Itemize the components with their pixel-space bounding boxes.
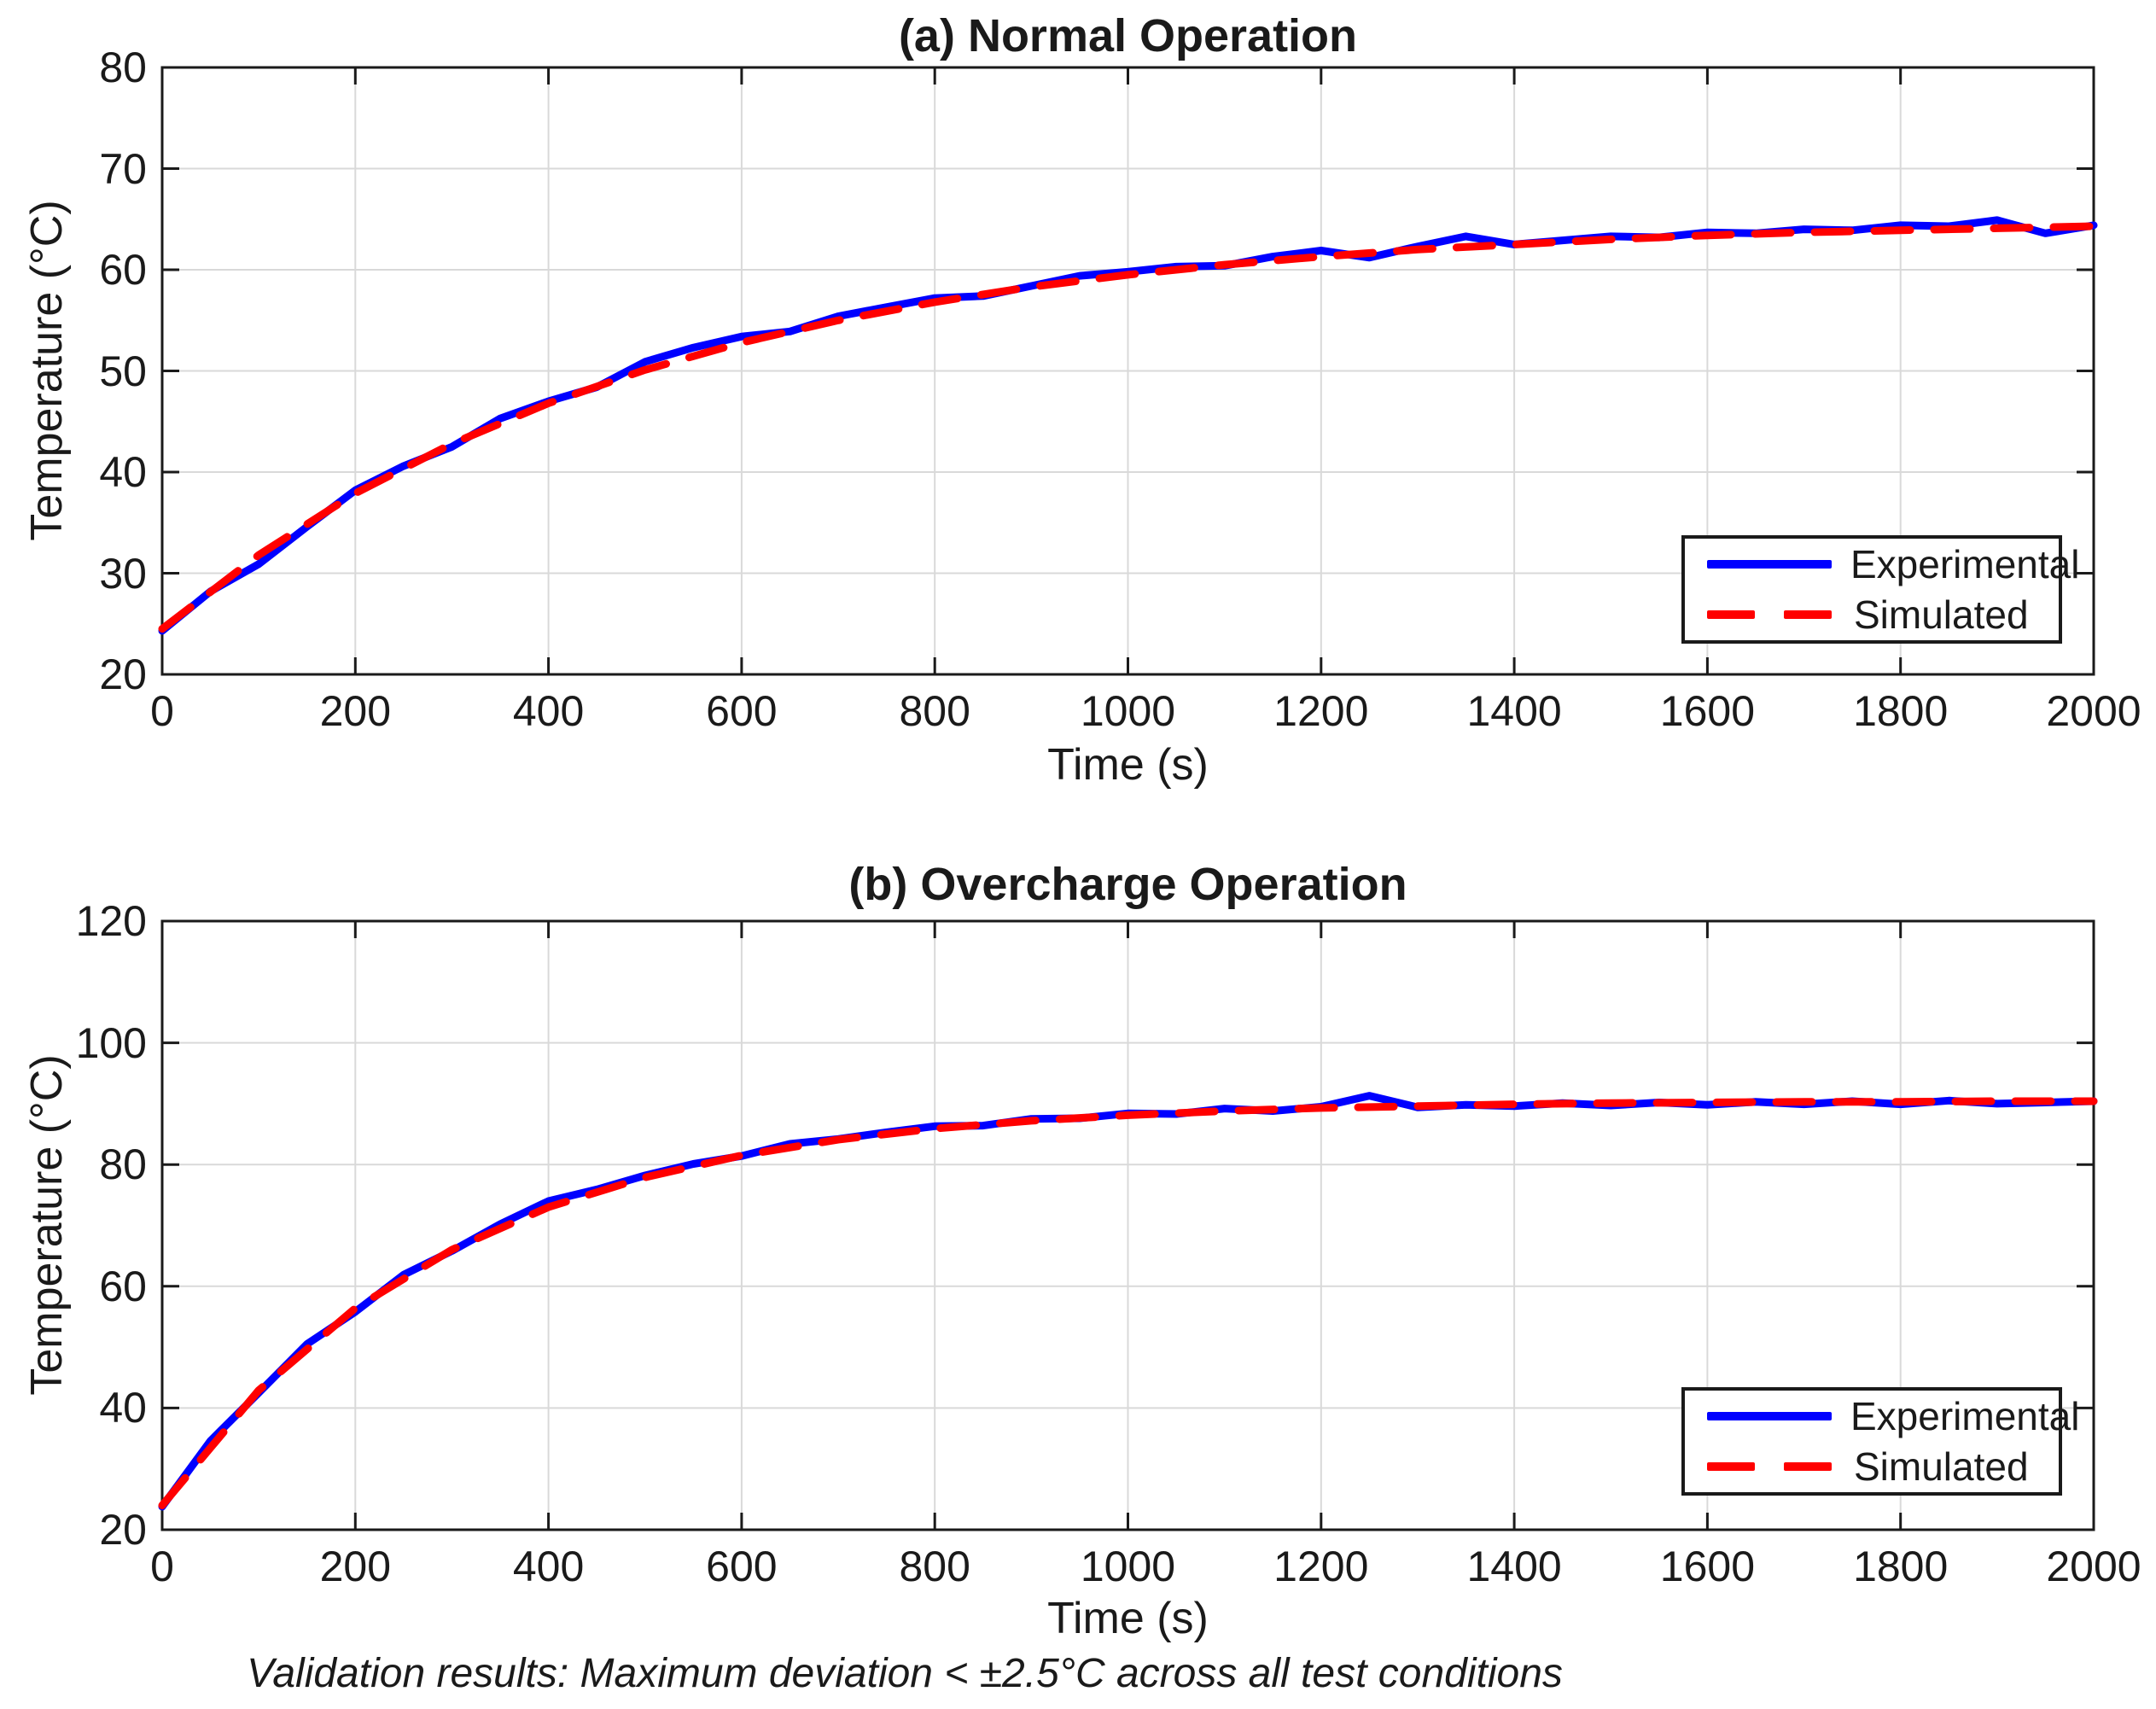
y-tick-label: 30 <box>99 549 147 598</box>
x-tick-label: 1200 <box>1273 687 1369 735</box>
x-tick-label: 600 <box>706 1543 778 1590</box>
validation-caption: Validation results: Maximum deviation < … <box>247 1651 1563 1696</box>
x-tick-label: 400 <box>512 687 585 735</box>
x-tick-label: 2000 <box>2046 1543 2141 1590</box>
x-tick-label: 1800 <box>1853 687 1949 735</box>
panel-b-title: (b) Overcharge Operation <box>848 859 1407 910</box>
x-tick-label: 200 <box>319 687 392 735</box>
legend-entry-label: Simulated <box>1854 592 2029 637</box>
x-tick-label: 1600 <box>1659 687 1755 735</box>
x-tick-label: 600 <box>706 687 778 735</box>
x-tick-label: 1400 <box>1466 687 1562 735</box>
line-segment <box>1707 1412 1832 1421</box>
x-tick-label: 400 <box>512 1543 585 1590</box>
panel-b-ylabel: Temperature (°C) <box>22 1054 72 1396</box>
x-tick-label: 0 <box>150 1543 174 1590</box>
x-tick-label: 1000 <box>1080 1543 1176 1590</box>
x-tick-label: 0 <box>150 687 174 735</box>
legend-entry: Simulated <box>1685 591 2059 639</box>
y-tick-label: 80 <box>99 1140 147 1189</box>
legend-entry-label: Simulated <box>1854 1444 2029 1489</box>
y-tick-label: 120 <box>75 897 147 945</box>
legend-box: Experimental Simulated <box>1681 535 2079 644</box>
x-tick-label: 200 <box>319 1543 392 1590</box>
solid-line-sample <box>1707 560 1832 569</box>
panel-b-xlabel: Time (s) <box>1047 1594 1209 1643</box>
y-tick-label: 40 <box>99 1384 147 1432</box>
legend-box: Experimental Simulated <box>1681 1387 2079 1496</box>
series-simulated <box>158 1097 2098 1509</box>
legend-entry-label: Experimental <box>1850 1394 2080 1439</box>
panel-a-xlabel: Time (s) <box>1047 740 1209 790</box>
y-tick-label: 20 <box>99 1506 147 1554</box>
dash-segment <box>1784 1461 1832 1471</box>
legend-entry: Experimental <box>1685 540 2079 588</box>
dash-segment <box>1784 610 1832 619</box>
y-tick-label: 80 <box>99 44 147 91</box>
x-tick-label: 800 <box>899 687 970 735</box>
x-tick-label: 2000 <box>2046 687 2141 735</box>
panel-a-title: (a) Normal Operation <box>898 10 1358 61</box>
dash-segment <box>1707 610 1755 619</box>
legend-entry-label: Experimental <box>1850 542 2080 587</box>
x-tick-label: 1200 <box>1273 1543 1369 1590</box>
y-tick-label: 40 <box>99 448 147 496</box>
dash-segment <box>1707 1461 1755 1471</box>
y-tick-label: 60 <box>99 1262 147 1310</box>
y-tick-label: 20 <box>99 650 147 698</box>
x-tick-label: 800 <box>899 1543 970 1590</box>
solid-line-sample <box>1707 1412 1832 1421</box>
y-tick-label: 70 <box>99 144 147 193</box>
legend-entry: Experimental <box>1685 1392 2079 1440</box>
y-tick-label: 50 <box>99 347 147 395</box>
y-tick-label: 60 <box>99 246 147 294</box>
x-tick-label: 1800 <box>1853 1543 1949 1590</box>
dashed-line-sample <box>1707 1461 1835 1471</box>
x-tick-label: 1600 <box>1659 1543 1755 1590</box>
x-tick-label: 1000 <box>1080 687 1176 735</box>
x-tick-label: 1400 <box>1466 1543 1562 1590</box>
dashed-line-sample <box>1707 610 1835 619</box>
line-segment <box>1707 560 1832 569</box>
legend-entry: Simulated <box>1685 1443 2059 1490</box>
y-tick-label: 100 <box>75 1018 147 1067</box>
series-simulated <box>158 222 2098 633</box>
